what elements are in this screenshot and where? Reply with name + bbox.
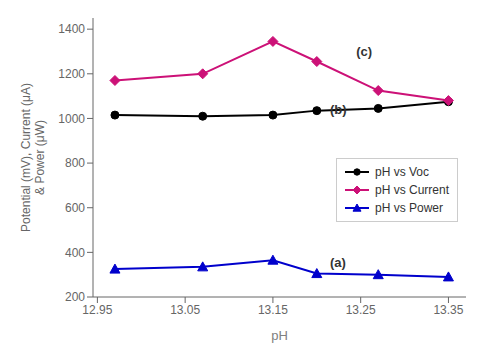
svg-text:1200: 1200	[58, 67, 85, 81]
svg-text:12.95: 12.95	[82, 303, 112, 317]
svg-text:13.35: 13.35	[433, 303, 463, 317]
svg-text:13.25: 13.25	[346, 303, 376, 317]
svg-text:13.15: 13.15	[258, 303, 288, 317]
svg-text:pH: pH	[271, 328, 288, 343]
svg-text:(b): (b)	[330, 102, 347, 117]
html-text:pH vs Power: pH vs Power	[375, 201, 443, 215]
svg-text:1400: 1400	[58, 22, 85, 36]
svg-text:13.05: 13.05	[170, 303, 200, 317]
svg-text:(a): (a)	[330, 255, 346, 270]
svg-text:(c): (c)	[356, 44, 372, 59]
svg-text:800: 800	[65, 156, 85, 170]
html-text:pH vs Voc: pH vs Voc	[375, 165, 429, 179]
svg-text:600: 600	[65, 201, 85, 215]
svg-text:Potential (mV), Current (μA)&: Potential (mV), Current (μA)& Power (μW)	[19, 83, 47, 232]
html-text:pH vs Current: pH vs Current	[375, 183, 449, 197]
svg-text:400: 400	[65, 246, 85, 260]
svg-text:200: 200	[65, 290, 85, 304]
svg-text:1000: 1000	[58, 112, 85, 126]
